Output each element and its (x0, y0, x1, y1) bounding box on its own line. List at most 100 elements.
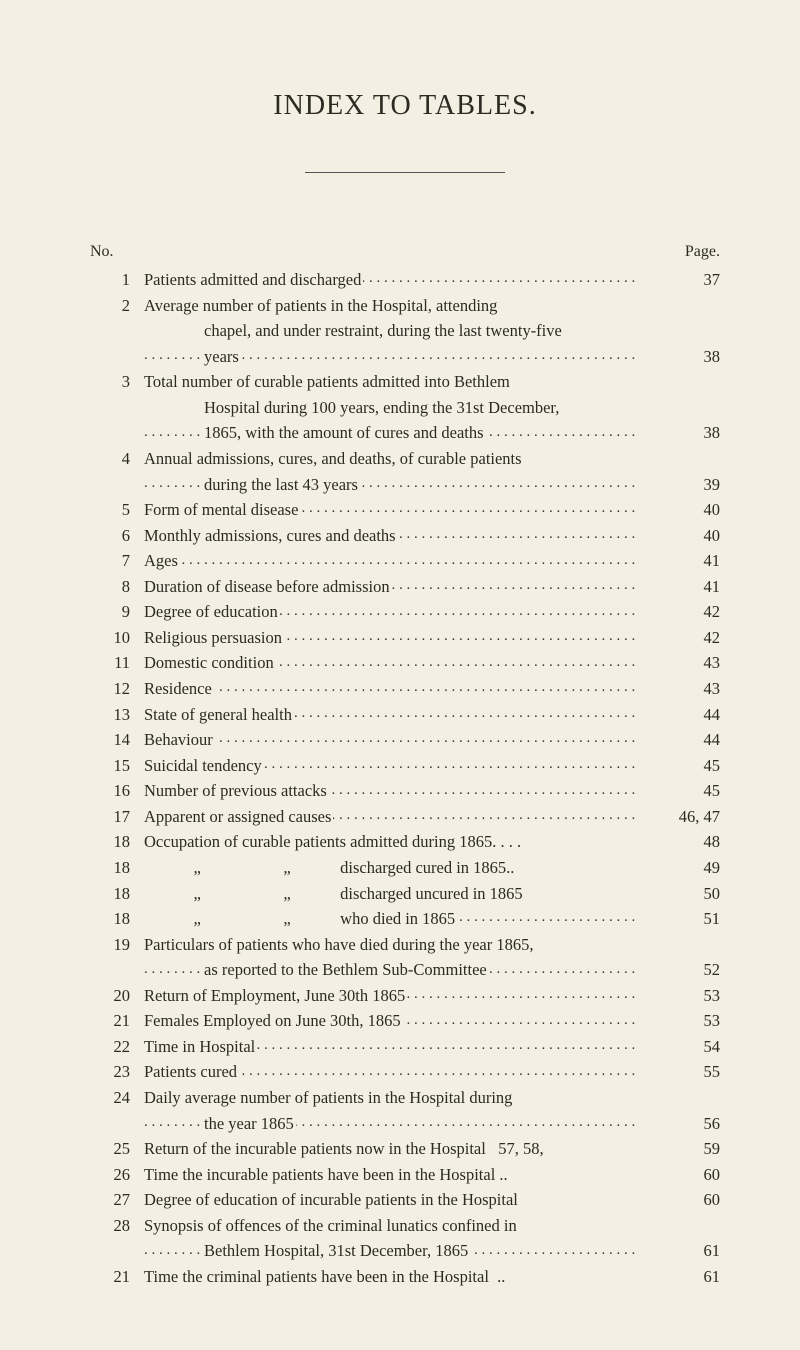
entry-number: 26 (90, 1162, 144, 1188)
entry-number: 10 (90, 625, 144, 651)
entry-number: 13 (90, 702, 144, 728)
index-entry: 26Time the incurable patients have been … (90, 1162, 720, 1188)
entry-description: Degree of education (144, 599, 654, 625)
entry-number: 20 (90, 983, 144, 1009)
entry-description: Behaviour (144, 727, 654, 753)
entry-page: 53 (654, 983, 720, 1009)
entry-description: „ „ discharged uncured in 1865 (144, 881, 654, 907)
entry-number: 25 (90, 1136, 144, 1162)
entry-description: Average number of patients in the Hospit… (144, 293, 654, 319)
entry-text: „ „ discharged cured in 1865.. (144, 858, 516, 877)
entry-description: Bethlem Hospital, 31st December, 1865 (144, 1238, 654, 1264)
entry-description: as reported to the Bethlem Sub-Committee (144, 957, 654, 983)
entry-number: 7 (90, 548, 144, 574)
entry-text: Return of Employment, June 30th 1865 (144, 986, 407, 1005)
index-entry: 24Daily average number of patients in th… (90, 1085, 720, 1111)
entry-page: 60 (654, 1162, 720, 1188)
entry-page: 59 (654, 1136, 720, 1162)
entry-text: Domestic condition (144, 653, 276, 672)
entry-text: Synopsis of offences of the criminal lun… (144, 1216, 519, 1235)
entry-page: 44 (654, 727, 720, 753)
entry-number: 24 (90, 1085, 144, 1111)
entry-description: Residence (144, 676, 654, 702)
entry-number: 15 (90, 753, 144, 779)
entry-description: years (144, 344, 654, 370)
entry-description: Suicidal tendency (144, 753, 654, 779)
index-entry: 14Behaviour44 (90, 727, 720, 753)
entry-text: Average number of patients in the Hospit… (144, 296, 499, 315)
entry-number: 2 (90, 293, 144, 319)
index-entry: 13State of general health44 (90, 702, 720, 728)
entry-number: 27 (90, 1187, 144, 1213)
index-entry: 3Total number of curable patients admitt… (90, 369, 720, 395)
index-entry: 4Annual admissions, cures, and deaths, o… (90, 446, 720, 472)
index-entry: 18Occupation of curable patients admitte… (90, 829, 720, 855)
entry-page: 54 (654, 1034, 720, 1060)
entry-description: Number of previous attacks (144, 778, 654, 804)
entry-page: 42 (654, 599, 720, 625)
entry-text: Behaviour (144, 730, 215, 749)
entry-page: 40 (654, 497, 720, 523)
entry-description: Patients cured (144, 1059, 654, 1085)
entry-page: 61 (654, 1238, 720, 1264)
entry-text: Monthly admissions, cures and deaths (144, 526, 398, 545)
entry-number: 28 (90, 1213, 144, 1239)
entry-description: chapel, and under restraint, during the … (144, 318, 654, 344)
index-entry: 5Form of mental disease40 (90, 497, 720, 523)
index-entry: 19as reported to the Bethlem Sub-Committ… (90, 957, 720, 983)
entry-number: 17 (90, 804, 144, 830)
entry-text: Time the incurable patients have been in… (144, 1165, 510, 1184)
entry-text: „ „ discharged uncured in 1865 (144, 884, 525, 903)
index-entry: 27Degree of education of incurable patie… (90, 1187, 720, 1213)
index-entry: 21Females Employed on June 30th, 186553 (90, 1008, 720, 1034)
entry-description: during the last 43 years (144, 472, 654, 498)
index-entry: 10Religious persuasion42 (90, 625, 720, 651)
index-entry: 1Patients admitted and discharged37 (90, 267, 720, 293)
entry-description: Form of mental disease (144, 497, 654, 523)
index-entry: 20Return of Employment, June 30th 1865 53 (90, 983, 720, 1009)
entry-text: Particulars of patients who have died du… (144, 935, 535, 954)
entry-text: Return of the incurable patients now in … (144, 1139, 546, 1158)
index-entry: 21Time the criminal patients have been i… (90, 1264, 720, 1290)
entry-page: 50 (654, 881, 720, 907)
entry-number: 18 (90, 881, 144, 907)
entry-number: 18 (90, 906, 144, 932)
entry-page: 43 (654, 676, 720, 702)
index-list: 1Patients admitted and discharged372Aver… (90, 267, 720, 1290)
entry-description: Females Employed on June 30th, 1865 (144, 1008, 654, 1034)
entry-text: Time the criminal patients have been in … (144, 1267, 507, 1286)
index-entry: 31865, with the amount of cures and deat… (90, 420, 720, 446)
entry-text: chapel, and under restraint, during the … (204, 321, 564, 340)
entry-description: Patients admitted and discharged (144, 267, 654, 293)
entry-text: Hospital during 100 years, ending the 31… (204, 398, 561, 417)
entry-text: Occupation of curable patients admitted … (144, 832, 523, 851)
entry-description: Duration of disease before admission (144, 574, 654, 600)
entry-number: 1 (90, 267, 144, 293)
entry-description: 1865, with the amount of cures and death… (144, 420, 654, 446)
entry-text: „ „ who died in 1865 (144, 909, 457, 928)
title-underline (305, 172, 505, 173)
index-entry: 25Return of the incurable patients now i… (90, 1136, 720, 1162)
entry-description: Daily average number of patients in the … (144, 1085, 654, 1111)
entry-page: 37 (654, 267, 720, 293)
entry-text: State of general health (144, 705, 294, 724)
entry-text: Number of previous attacks (144, 781, 329, 800)
entry-page: 52 (654, 957, 720, 983)
entry-text: during the last 43 years (204, 475, 360, 494)
entry-text: Annual admissions, cures, and deaths, of… (144, 449, 524, 468)
entry-number: 23 (90, 1059, 144, 1085)
index-entry: 2Average number of patients in the Hospi… (90, 293, 720, 319)
index-entry: 15Suicidal tendency45 (90, 753, 720, 779)
entry-description: Particulars of patients who have died du… (144, 932, 654, 958)
entry-page: 53 (654, 1008, 720, 1034)
index-entry: 23Patients cured55 (90, 1059, 720, 1085)
entry-text: Time in Hospital (144, 1037, 257, 1056)
index-entry: 7Ages41 (90, 548, 720, 574)
entry-description: „ „ who died in 1865 (144, 906, 654, 932)
index-entry: 22Time in Hospital54 (90, 1034, 720, 1060)
index-entry: 18 „ „ discharged cured in 1865..49 (90, 855, 720, 881)
index-entry: 6Monthly admissions, cures and deaths40 (90, 523, 720, 549)
index-entry: 9Degree of education42 (90, 599, 720, 625)
entry-description: Return of Employment, June 30th 1865 (144, 983, 654, 1009)
page: INDEX TO TABLES. No. Page. 1Patients adm… (0, 0, 800, 1350)
